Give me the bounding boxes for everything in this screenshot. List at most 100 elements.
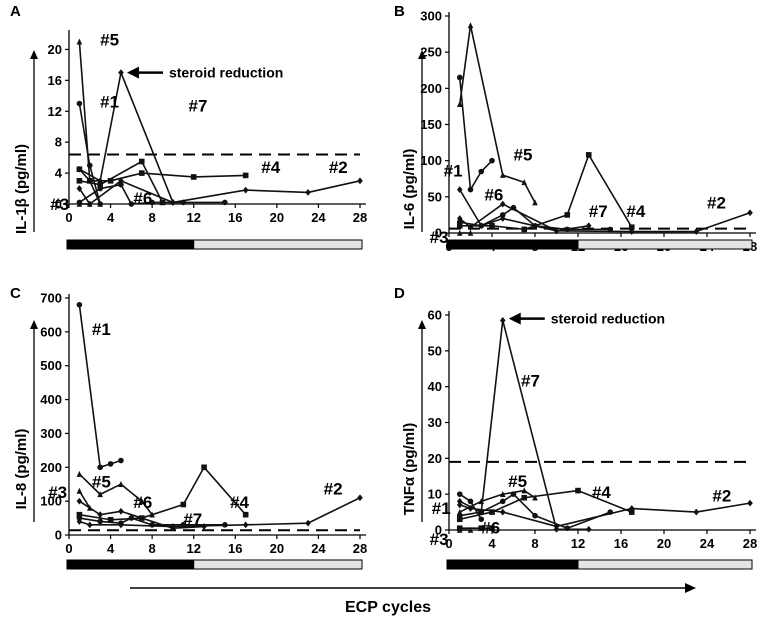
annotation-arrowhead — [508, 312, 521, 325]
data-point — [499, 212, 506, 218]
patient-label: #7 — [521, 372, 540, 391]
data-point — [180, 501, 187, 508]
data-point — [118, 507, 124, 515]
x-tick-label: 16 — [228, 210, 242, 225]
series-patient-3 — [456, 229, 474, 236]
data-point — [521, 179, 528, 186]
data-point — [489, 509, 495, 515]
series-line — [79, 160, 164, 203]
data-point — [201, 523, 207, 530]
patient-label: #1 — [100, 92, 119, 111]
series-patient-7 — [76, 69, 176, 206]
y-axis-arrowhead — [30, 320, 38, 329]
data-point — [86, 200, 93, 207]
data-point — [107, 178, 114, 184]
data-point — [456, 222, 463, 229]
data-point — [499, 498, 506, 505]
patient-label: #5 — [92, 473, 111, 492]
y-axis-arrowhead — [418, 320, 426, 329]
y-axis-arrowhead — [418, 50, 426, 59]
data-point — [489, 525, 495, 532]
data-point — [305, 519, 311, 527]
y-tick-label: 700 — [40, 291, 62, 306]
timeline-bar-treatment — [66, 559, 195, 570]
panel-d: D TNFα (pg/ml) 0 10 20 30 40 50 60 0 4 8 12 16 20 24 28 #… — [394, 285, 757, 570]
data-point — [456, 525, 463, 532]
data-point — [747, 209, 753, 217]
data-point — [86, 521, 93, 529]
y-tick-label: 0 — [435, 226, 442, 241]
data-point — [456, 501, 463, 509]
data-point — [138, 497, 145, 504]
timeline-bar-treatment — [446, 239, 579, 250]
data-point — [138, 170, 145, 176]
data-point — [585, 152, 592, 158]
x-tick-label: 4 — [488, 536, 496, 551]
data-point — [107, 516, 114, 523]
x-tick-label: 28 — [743, 536, 757, 551]
data-point — [76, 38, 83, 45]
x-tick-label: 28 — [353, 541, 367, 556]
data-point — [128, 515, 135, 521]
x-tick-label: 16 — [614, 536, 628, 551]
data-point — [138, 158, 145, 165]
timeline-bar-followup — [577, 239, 753, 250]
data-point — [97, 464, 103, 471]
series-line — [458, 77, 493, 191]
data-point — [357, 494, 363, 502]
data-point — [118, 69, 124, 77]
patient-label: #5 — [508, 472, 527, 491]
y-tick-label: 400 — [40, 392, 62, 407]
data-point — [532, 512, 538, 519]
x-tick-label: 4 — [107, 541, 115, 556]
x-tick-label: 12 — [186, 541, 200, 556]
panel-letter: B — [394, 3, 405, 20]
data-point — [628, 224, 635, 231]
data-point — [478, 525, 485, 532]
series-line — [79, 71, 174, 203]
patient-label: #4 — [626, 202, 645, 221]
data-point — [97, 181, 103, 188]
x-tick-label: 24 — [311, 210, 326, 225]
series-line — [458, 24, 536, 203]
data-point — [628, 509, 635, 515]
y-tick-label: 50 — [428, 189, 442, 204]
data-point — [521, 487, 528, 494]
patient-label: #6 — [133, 189, 152, 208]
series-patient-7 — [456, 316, 592, 533]
data-point — [489, 222, 495, 229]
data-point — [76, 165, 83, 173]
x-tick-label: 16 — [228, 541, 242, 556]
data-point — [521, 494, 528, 501]
patient-label: #3 — [48, 483, 67, 502]
panel-letter: C — [10, 285, 21, 302]
data-point — [467, 526, 474, 533]
x-tick-label: 28 — [353, 210, 367, 225]
y-axis-label: IL-6 (pg/ml) — [401, 149, 418, 230]
data-point — [456, 512, 463, 519]
data-point — [118, 181, 124, 188]
y-tick-label: 250 — [420, 45, 442, 60]
annotation-arrowhead — [126, 66, 139, 79]
data-point — [521, 226, 528, 233]
data-point — [467, 22, 474, 29]
patient-label: #6 — [484, 185, 503, 204]
data-point — [489, 157, 495, 164]
data-point — [149, 511, 155, 518]
data-point — [628, 505, 635, 512]
timeline-bar-treatment — [446, 559, 579, 570]
y-tick-label: 0 — [55, 197, 62, 212]
data-point — [170, 524, 176, 532]
series-patient-1 — [76, 301, 124, 471]
patient-label: #5 — [514, 146, 533, 165]
y-tick-label: 4 — [55, 166, 63, 181]
series-patient-7 — [76, 497, 207, 532]
y-tick-label: 300 — [420, 9, 442, 24]
y-axis-arrowhead — [30, 50, 38, 59]
panel-letter: D — [394, 285, 405, 302]
patient-label: #4 — [230, 493, 249, 512]
data-point — [456, 497, 463, 505]
patient-label: #1 — [92, 320, 111, 339]
data-point — [242, 521, 249, 529]
y-tick-label: 200 — [40, 460, 62, 475]
